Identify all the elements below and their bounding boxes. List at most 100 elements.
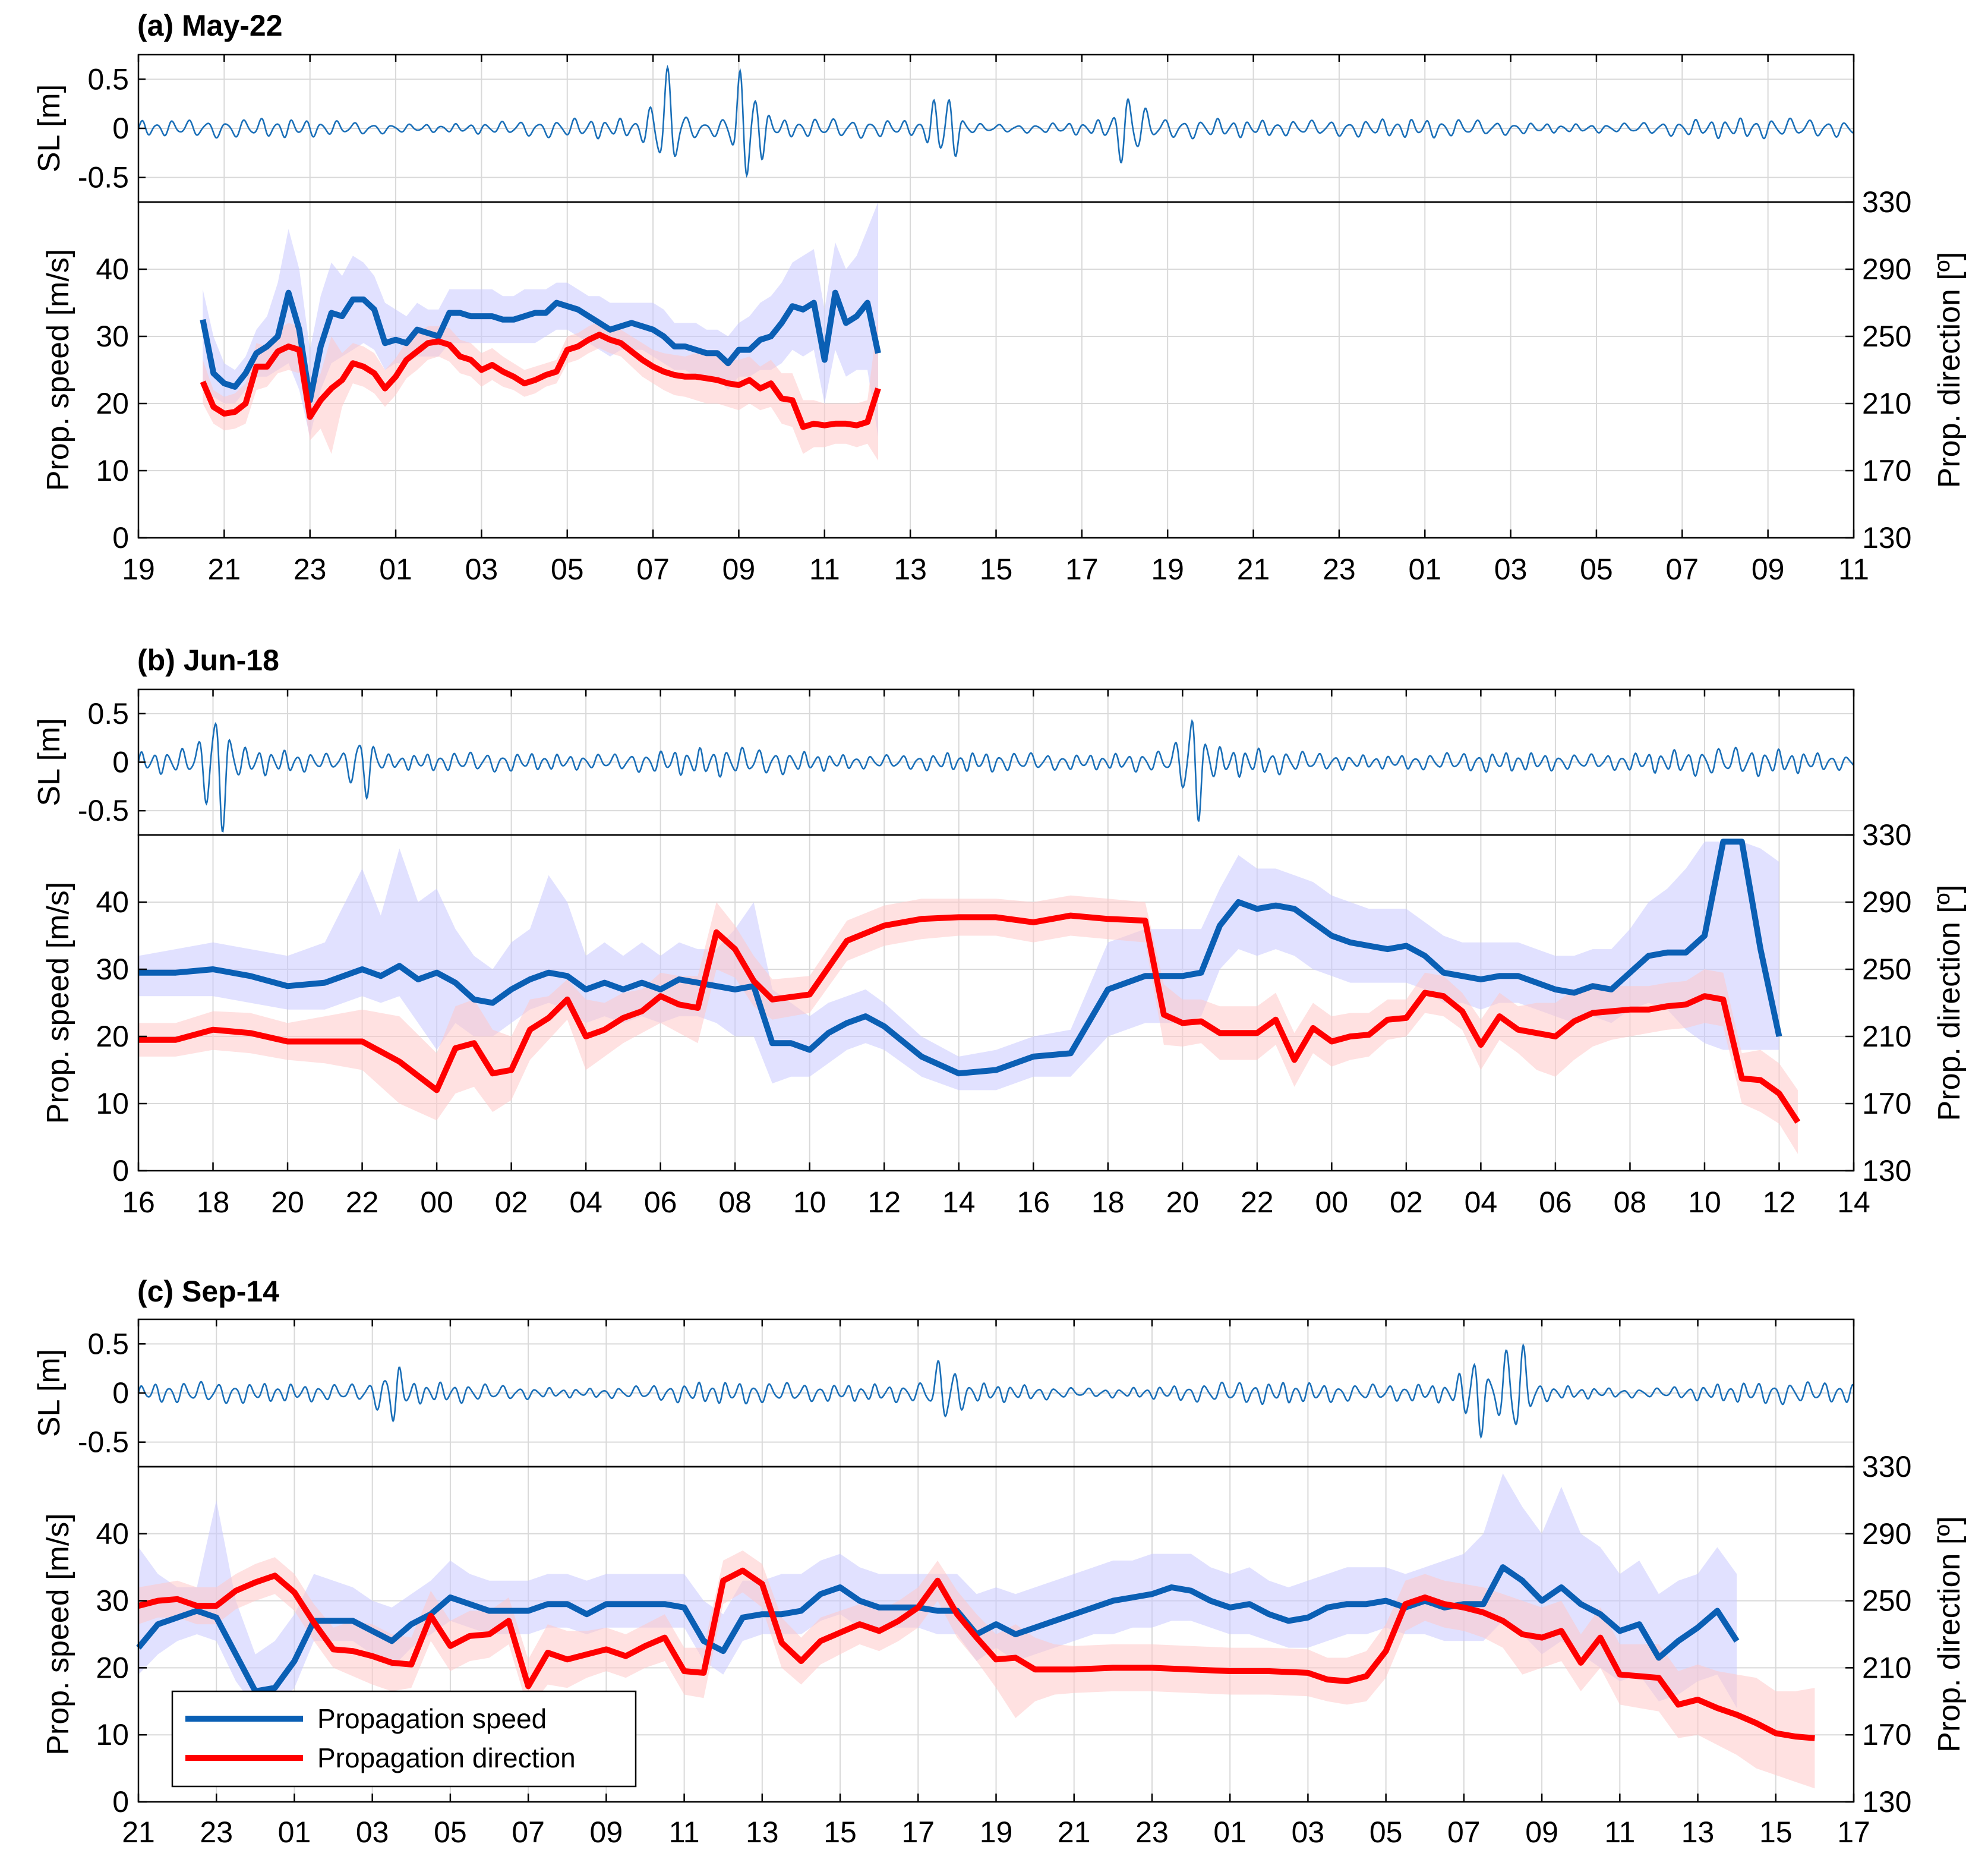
- x-tick-label: 11: [1604, 1816, 1635, 1849]
- legend-box: [171, 1690, 637, 1788]
- speed-y-tick-label: 40: [96, 1517, 129, 1550]
- sl-y-tick-label: 0.5: [87, 697, 129, 730]
- x-tick-label: 07: [1447, 1816, 1481, 1849]
- speed-y-tick-label: 30: [96, 1584, 129, 1618]
- sl-y-tick-label: -0.5: [78, 1426, 129, 1459]
- x-tick-label: 23: [294, 553, 327, 586]
- direction-y-tick-label: 250: [1862, 1584, 1911, 1618]
- x-tick-label: 01: [1408, 553, 1441, 586]
- speed-y-tick-label: 0: [112, 1154, 129, 1187]
- x-tick-label: 15: [980, 553, 1013, 586]
- x-tick-label: 13: [894, 553, 927, 586]
- direction-uncertainty-band: [203, 316, 878, 461]
- direction-y-tick-label: 250: [1862, 320, 1911, 353]
- direction-y-tick-label: 210: [1862, 387, 1911, 420]
- x-tick-label: 03: [1292, 1816, 1325, 1849]
- x-tick-label: 13: [746, 1816, 779, 1849]
- x-tick-label: 22: [1241, 1186, 1274, 1219]
- x-tick-label: 04: [569, 1186, 602, 1219]
- x-tick-label: 12: [867, 1186, 901, 1219]
- propagation-speed-series: [138, 839, 1782, 1077]
- x-tick-label: 15: [823, 1816, 857, 1849]
- x-tick-label: 04: [1465, 1186, 1498, 1219]
- x-tick-label: 01: [1213, 1816, 1247, 1849]
- speed-y-axis-label: Prop. speed [m/s]: [41, 1513, 75, 1756]
- sl-y-axis-label: SL [m]: [32, 84, 67, 172]
- speed-y-tick-label: 10: [96, 454, 129, 487]
- sl-y-tick-label: 0.5: [87, 1327, 129, 1360]
- sl-y-tick-label: -0.5: [78, 161, 129, 194]
- direction-y-tick-label: 210: [1862, 1651, 1911, 1684]
- direction-y-tick-label: 330: [1862, 818, 1911, 852]
- sea-level-series: [137, 718, 1854, 833]
- direction-y-tick-label: 170: [1862, 454, 1911, 487]
- x-tick-label: 20: [1166, 1186, 1199, 1219]
- x-tick-label: 23: [1135, 1816, 1169, 1849]
- x-tick-label: 21: [208, 553, 241, 586]
- speed-y-tick-label: 20: [96, 1020, 129, 1053]
- sl-y-tick-label: 0: [112, 112, 129, 145]
- x-tick-label: 17: [1837, 1816, 1870, 1849]
- speed-y-axis-label: Prop. speed [m/s]: [41, 249, 75, 491]
- x-tick-label: 03: [465, 553, 498, 586]
- x-tick-label: 10: [793, 1186, 826, 1219]
- direction-y-tick-label: 130: [1862, 521, 1911, 554]
- x-tick-label: 14: [1837, 1186, 1870, 1219]
- x-tick-label: 09: [1752, 553, 1785, 586]
- x-tick-label: 15: [1759, 1816, 1793, 1849]
- x-tick-label: 09: [590, 1816, 623, 1849]
- speed-y-tick-label: 0: [112, 1785, 129, 1819]
- speed-uncertainty-band: [138, 842, 1779, 1091]
- direction-y-tick-label: 330: [1862, 185, 1911, 219]
- panel-title: (c) Sep-14: [137, 1275, 279, 1308]
- x-tick-label: 17: [901, 1816, 935, 1849]
- x-tick-label: 23: [1323, 553, 1356, 586]
- speed-y-tick-label: 10: [96, 1718, 129, 1751]
- x-tick-label: 09: [1525, 1816, 1558, 1849]
- x-tick-label: 21: [122, 1816, 155, 1849]
- x-tick-label: 03: [1494, 553, 1528, 586]
- direction-y-tick-label: 290: [1862, 885, 1911, 919]
- x-tick-label: 14: [942, 1186, 976, 1219]
- x-tick-label: 08: [1614, 1186, 1647, 1219]
- sl-y-tick-label: 0.5: [87, 62, 129, 96]
- propagation-direction-series: [137, 1567, 1815, 1741]
- direction-y-axis-label: Prop. direction [º]: [1932, 885, 1967, 1121]
- x-tick-label: 19: [122, 553, 155, 586]
- x-tick-label: 20: [271, 1186, 304, 1219]
- panel-title: (b) Jun-18: [137, 644, 279, 677]
- legend: Propagation speed Propagation direction: [171, 1690, 637, 1788]
- propagation-speed-series: [136, 1564, 1740, 1694]
- speed-y-tick-label: 40: [96, 253, 129, 286]
- speed-y-tick-label: 30: [96, 953, 129, 986]
- x-tick-label: 11: [809, 553, 840, 586]
- speed-y-axis-label: Prop. speed [m/s]: [41, 882, 75, 1124]
- sl-y-axis-label: SL [m]: [32, 718, 67, 806]
- x-tick-label: 23: [200, 1816, 233, 1849]
- direction-uncertainty-band: [138, 895, 1798, 1154]
- speed-y-tick-label: 40: [96, 885, 129, 919]
- x-tick-label: 11: [669, 1816, 700, 1849]
- speed-y-tick-label: 0: [112, 521, 129, 554]
- x-tick-label: 13: [1681, 1816, 1715, 1849]
- x-tick-label: 16: [1017, 1186, 1050, 1219]
- direction-y-tick-label: 290: [1862, 1517, 1911, 1550]
- x-tick-label: 07: [512, 1816, 545, 1849]
- x-tick-label: 00: [1315, 1186, 1349, 1219]
- speed-y-tick-label: 20: [96, 387, 129, 420]
- x-tick-label: 02: [495, 1186, 528, 1219]
- x-tick-label: 08: [718, 1186, 752, 1219]
- direction-y-tick-label: 130: [1862, 1785, 1911, 1819]
- panel-title: (a) May-22: [137, 9, 283, 42]
- x-tick-label: 05: [1369, 1816, 1403, 1849]
- speed-y-tick-label: 30: [96, 320, 129, 353]
- sl-y-tick-label: 0: [112, 746, 129, 779]
- x-tick-label: 06: [644, 1186, 677, 1219]
- x-tick-label: 17: [1065, 553, 1099, 586]
- x-tick-label: 10: [1688, 1186, 1721, 1219]
- propagation-direction-series: [200, 332, 881, 430]
- direction-y-tick-label: 250: [1862, 953, 1911, 986]
- direction-y-tick-label: 330: [1862, 1450, 1911, 1483]
- x-tick-label: 11: [1838, 553, 1869, 586]
